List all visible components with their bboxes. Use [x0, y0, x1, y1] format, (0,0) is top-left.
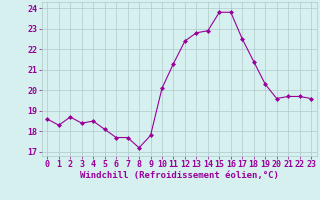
X-axis label: Windchill (Refroidissement éolien,°C): Windchill (Refroidissement éolien,°C) — [80, 171, 279, 180]
